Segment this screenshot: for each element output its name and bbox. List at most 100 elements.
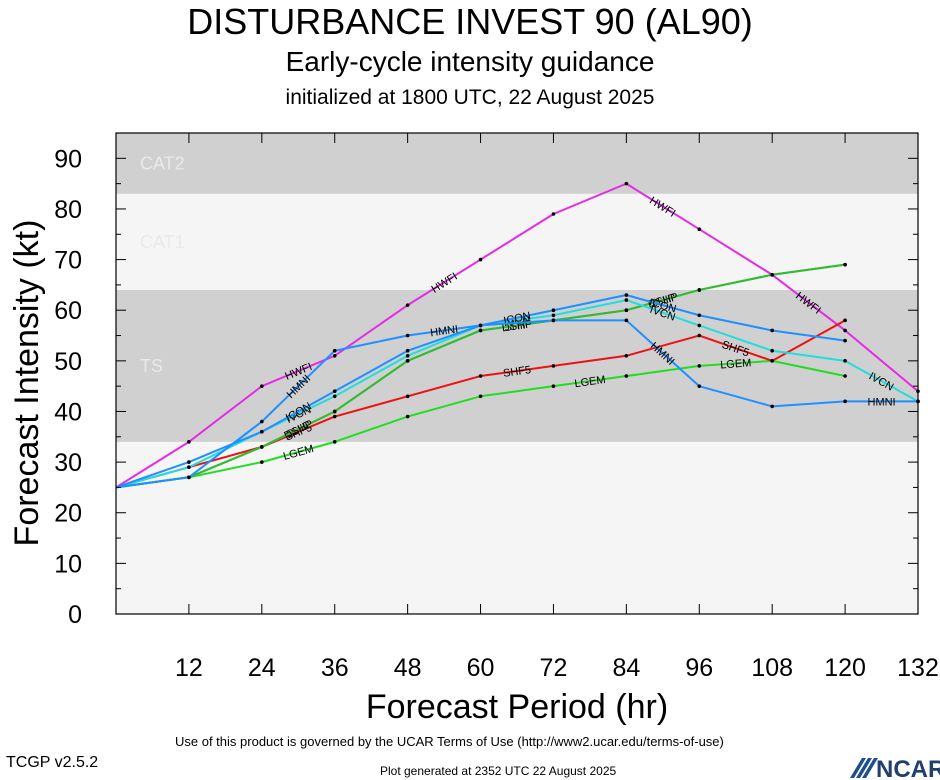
data-point-hmni	[187, 475, 191, 480]
series-lines: HWFIHWFIHWFIHWFILGEMLGEMLGEMSHF5SHF5SHF5…	[115, 181, 920, 489]
data-point-shf5	[624, 353, 629, 358]
data-point-lgem	[478, 394, 483, 399]
y-tick-label: 70	[54, 247, 82, 275]
data-point-dshp	[624, 308, 629, 313]
series-label-text-shf5: SHF5	[502, 364, 532, 380]
initialization-time: initialized at 1800 UTC, 22 August 2025	[285, 86, 655, 109]
data-point-dshp	[478, 328, 483, 333]
band-ts	[116, 289, 918, 442]
data-point-ivcn	[624, 298, 629, 302]
data-point-shf5	[843, 318, 847, 323]
x-tick-label: 60	[467, 654, 495, 682]
ncar-logo: NCAR	[850, 756, 940, 780]
data-point-shf5	[697, 333, 702, 338]
data-point-hmni	[843, 399, 847, 404]
plot-border	[115, 132, 919, 615]
series-label-lgem: LGEM	[574, 374, 607, 390]
data-point-icon	[770, 328, 774, 333]
data-point-lgem	[697, 364, 702, 368]
data-point-dshp	[260, 445, 264, 449]
data-point-ivcn	[332, 394, 337, 399]
y-tick-label: 50	[54, 348, 82, 376]
data-point-icon	[843, 338, 847, 343]
data-point-lgem	[332, 440, 337, 444]
data-point-hmni	[405, 333, 410, 338]
data-point-icon	[551, 308, 556, 313]
data-point-shf5	[551, 364, 556, 368]
data-point-lgem	[405, 414, 410, 419]
data-point-hwfi	[697, 227, 702, 231]
data-point-icon	[697, 313, 702, 318]
data-point-hmni	[332, 348, 337, 353]
data-point-icon	[624, 293, 629, 297]
band-cat1	[116, 193, 918, 290]
series-label-ivcn: IVCN	[503, 314, 531, 330]
data-point-hmni	[624, 318, 629, 323]
data-point-ivcn	[843, 359, 847, 363]
series-label-text-ivcn: IVCN	[503, 314, 531, 330]
x-axis-label: Forecast Period (hr)	[366, 688, 668, 726]
series-label-shf5: SHF5	[502, 364, 532, 380]
data-point-dshp	[405, 359, 410, 363]
y-tick-label: 60	[54, 297, 82, 325]
data-point-hmni	[697, 384, 702, 388]
chart-subtitle: Early-cycle intensity guidance	[285, 46, 655, 77]
data-point-ivcn	[405, 353, 410, 358]
data-point-hwfi	[260, 384, 264, 388]
x-tick-label: 24	[248, 654, 276, 682]
data-point-lgem	[551, 384, 556, 388]
series-label-text-lgem: LGEM	[720, 357, 752, 371]
data-point-dshp	[332, 409, 337, 414]
data-point-dshp	[843, 262, 847, 267]
data-point-shf5	[770, 359, 774, 363]
y-tick-label: 80	[54, 196, 82, 224]
x-tick-label: 84	[612, 654, 640, 682]
data-point-hwfi	[843, 328, 847, 333]
x-tick-label: 48	[394, 654, 422, 682]
data-point-lgem	[624, 374, 629, 378]
y-tick-label: 30	[54, 449, 82, 477]
y-axis-label: Forecast Intensity (kt)	[8, 220, 46, 547]
y-tick-label: 20	[54, 500, 82, 528]
intensity-bands: TS CAT1 CAT2	[116, 133, 918, 614]
series-line-hwfi	[115, 182, 919, 489]
series-line-hmni	[115, 319, 918, 489]
terms-of-use-notice: Use of this product is governed by the U…	[175, 734, 724, 749]
data-point-hwfi	[478, 257, 483, 262]
y-tick-label: 10	[54, 550, 82, 578]
series-label-hmni: HMNI	[867, 396, 895, 408]
series-label-text-lgem: LGEM	[574, 374, 607, 390]
data-point-hwfi	[405, 303, 410, 307]
data-point-hwfi	[624, 181, 629, 186]
band-label-cat2: CAT2	[140, 153, 185, 173]
x-tick-label: 96	[685, 654, 713, 682]
x-tick-label: 120	[824, 654, 866, 682]
x-tick-label: 12	[175, 654, 203, 682]
data-point-icon	[405, 348, 410, 353]
data-point-shf5	[405, 394, 410, 399]
data-point-icon	[332, 389, 337, 394]
data-point-hwfi	[551, 212, 556, 216]
data-point-ivcn	[551, 313, 556, 318]
series-label-hmni: HMNI	[429, 324, 458, 340]
data-point-ivcn	[187, 465, 191, 469]
x-tick-label: 36	[321, 654, 349, 682]
series-label-lgem: LGEM	[720, 357, 752, 371]
plot-frame	[115, 132, 919, 615]
band-label-ts: TS	[140, 356, 163, 376]
series-label-text-hmni: HMNI	[867, 396, 895, 408]
series-label-text-hmni: HMNI	[429, 324, 458, 340]
chart-title: DISTURBANCE INVEST 90 (AL90)	[187, 1, 753, 42]
data-point-hmni	[770, 404, 774, 409]
data-point-icon	[260, 429, 264, 434]
data-point-shf5	[478, 374, 483, 378]
band-label-cat1: CAT1	[140, 232, 185, 252]
data-point-shf5	[332, 414, 337, 419]
data-point-dshp	[770, 272, 774, 277]
data-point-lgem	[843, 374, 847, 378]
data-point-ivcn	[697, 323, 702, 328]
x-tick-label: 72	[540, 654, 568, 682]
data-point-dshp	[697, 288, 702, 292]
ncar-logo-text: NCAR	[876, 756, 940, 780]
